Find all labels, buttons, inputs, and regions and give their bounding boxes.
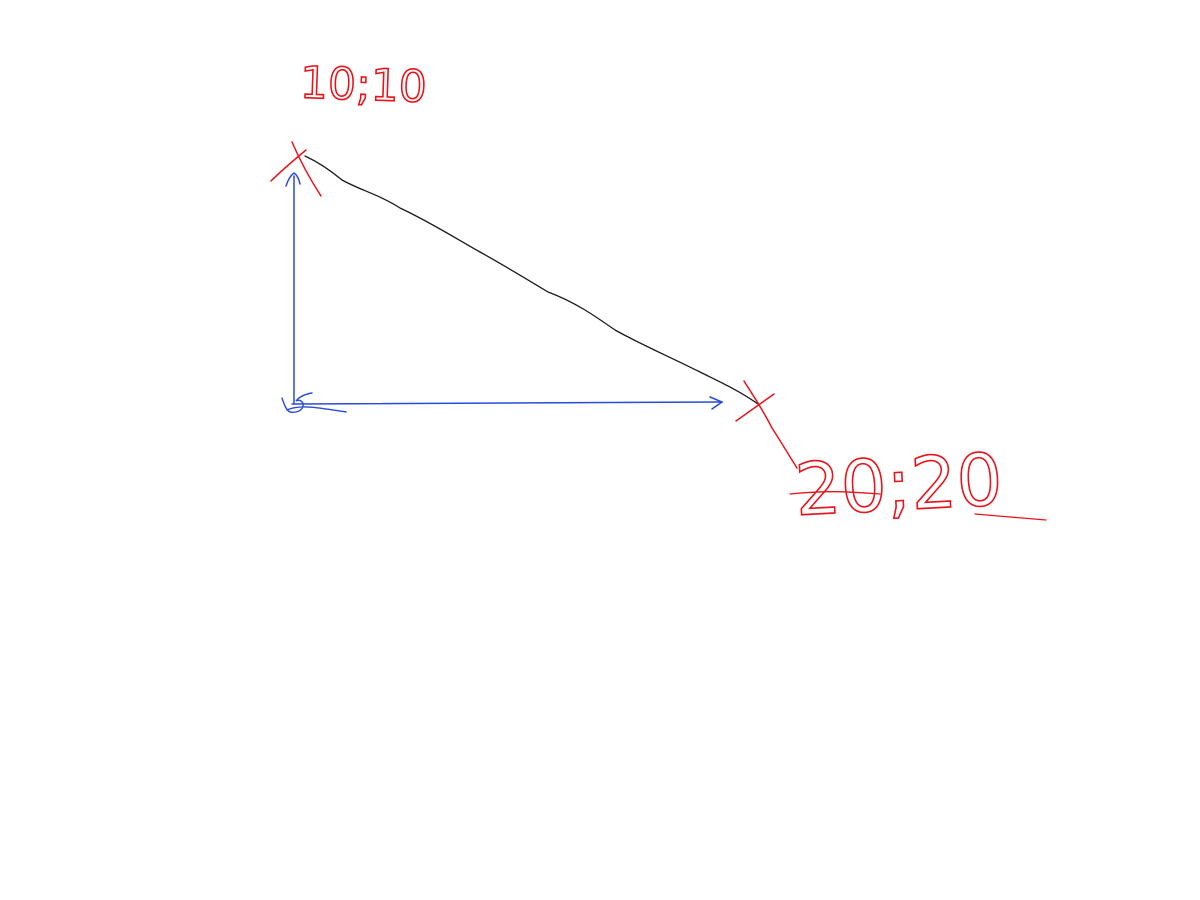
horizontal-axis [291,396,724,410]
end-point-marker [735,380,798,469]
origin-scribble [281,392,347,413]
vertical-axis [285,172,301,405]
x-mark-icon [270,141,322,197]
x-mark-icon [735,380,798,469]
start-point-marker [270,141,322,197]
arrow-up-icon [285,172,301,187]
connecting-segment [304,155,759,405]
end-point-label: 20;20 [793,437,1005,532]
start-point-label: 10;10 [299,58,428,113]
arrow-right-icon [709,396,724,410]
end-label-stroke [789,491,1047,521]
horizontal-axis-line [291,401,723,405]
